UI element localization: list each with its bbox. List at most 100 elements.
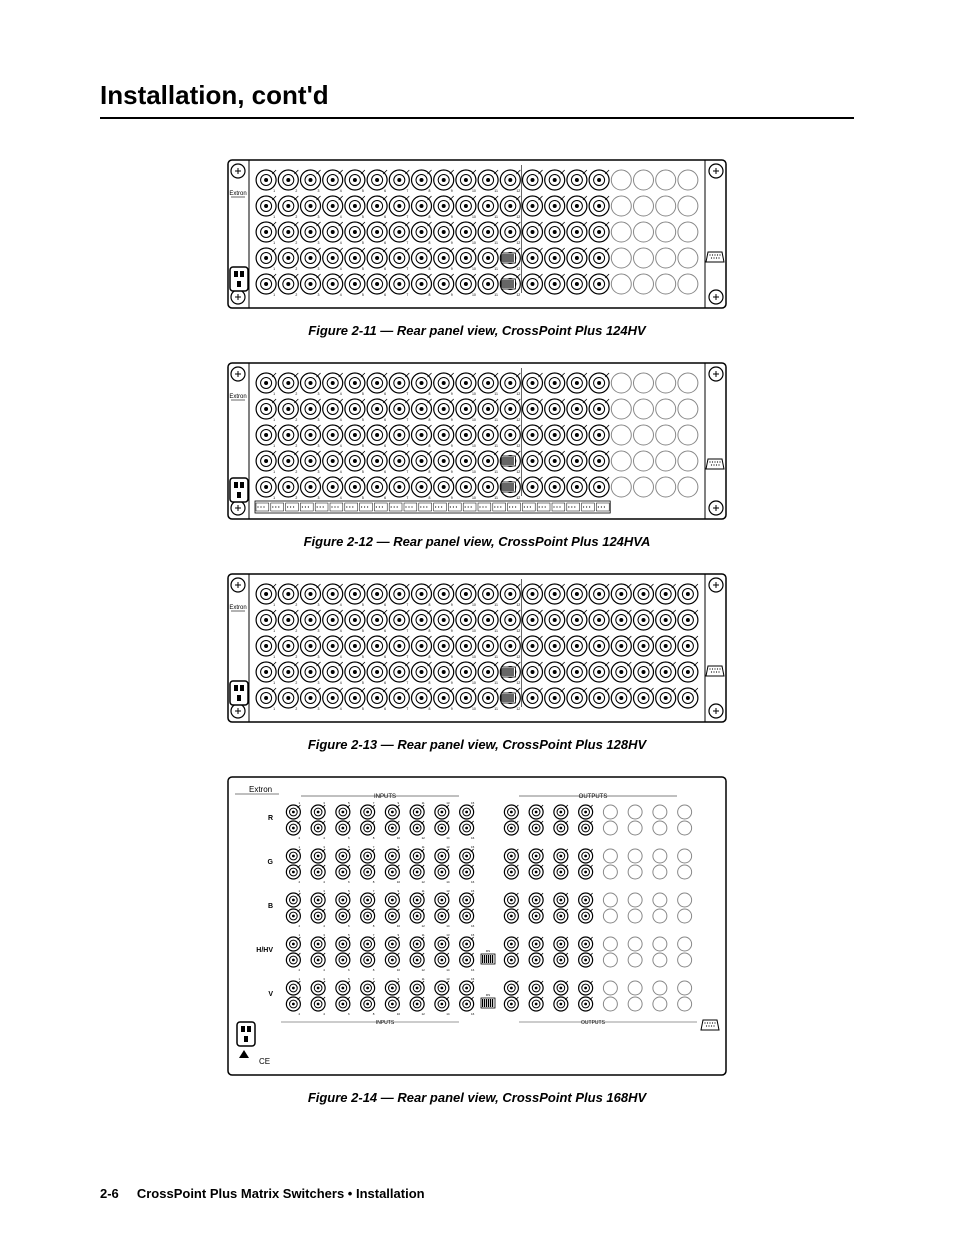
svg-text:7: 7 xyxy=(406,470,408,474)
svg-text:6: 6 xyxy=(384,241,386,245)
svg-text:2: 2 xyxy=(295,470,297,474)
svg-text:8: 8 xyxy=(429,392,431,396)
svg-text:15: 15 xyxy=(471,977,475,981)
svg-text:5: 5 xyxy=(362,629,364,633)
svg-text:2: 2 xyxy=(295,241,297,245)
svg-text:6: 6 xyxy=(384,629,386,633)
svg-text:15: 15 xyxy=(471,845,475,849)
svg-text:1: 1 xyxy=(273,444,275,448)
svg-text:7: 7 xyxy=(406,629,408,633)
svg-text:11: 11 xyxy=(422,801,425,805)
svg-text:1: 1 xyxy=(273,241,275,245)
svg-text:1: 1 xyxy=(273,470,275,474)
svg-text:8: 8 xyxy=(429,267,431,271)
svg-text:11: 11 xyxy=(494,444,498,448)
page-number: 2-6 xyxy=(100,1186,119,1201)
svg-text:3: 3 xyxy=(318,392,320,396)
svg-text:4: 4 xyxy=(340,267,342,271)
svg-text:9: 9 xyxy=(451,603,453,607)
svg-text:6: 6 xyxy=(384,392,386,396)
figure-fig212: Extron1234567891011121234567891011121234… xyxy=(227,362,727,520)
svg-text:12: 12 xyxy=(516,629,520,633)
figure-fig213: Extron1234567891011121234567891011121234… xyxy=(227,573,727,723)
svg-text:5: 5 xyxy=(362,215,364,219)
svg-text:12: 12 xyxy=(516,418,520,422)
svg-text:14: 14 xyxy=(446,968,450,972)
svg-text:11: 11 xyxy=(422,845,425,849)
svg-text:10: 10 xyxy=(472,707,476,711)
svg-text:15: 15 xyxy=(471,889,475,893)
svg-text:2: 2 xyxy=(295,267,297,271)
svg-text:1: 1 xyxy=(273,629,275,633)
svg-text:7: 7 xyxy=(406,293,408,297)
svg-text:8: 8 xyxy=(429,215,431,219)
svg-text:5: 5 xyxy=(362,293,364,297)
svg-text:11: 11 xyxy=(494,681,498,685)
svg-text:4: 4 xyxy=(340,707,342,711)
svg-text:9: 9 xyxy=(451,496,453,500)
svg-text:6: 6 xyxy=(384,189,386,193)
svg-text:12: 12 xyxy=(516,293,520,297)
svg-text:13: 13 xyxy=(446,933,450,937)
svg-text:7: 7 xyxy=(406,189,408,193)
svg-text:12: 12 xyxy=(516,655,520,659)
svg-text:12: 12 xyxy=(516,444,520,448)
svg-text:7: 7 xyxy=(406,241,408,245)
svg-text:4: 4 xyxy=(340,629,342,633)
svg-text:12: 12 xyxy=(421,1012,425,1016)
document-page: Installation, cont'd Extron1234567891011… xyxy=(0,0,954,1235)
svg-text:8: 8 xyxy=(429,496,431,500)
svg-text:3: 3 xyxy=(318,496,320,500)
svg-text:10: 10 xyxy=(472,215,476,219)
svg-text:3: 3 xyxy=(318,603,320,607)
svg-text:7: 7 xyxy=(406,215,408,219)
svg-text:10: 10 xyxy=(472,293,476,297)
svg-text:7: 7 xyxy=(406,496,408,500)
svg-text:2: 2 xyxy=(295,418,297,422)
svg-text:3: 3 xyxy=(318,267,320,271)
svg-text:2: 2 xyxy=(295,655,297,659)
svg-text:15: 15 xyxy=(471,801,475,805)
svg-text:R: R xyxy=(268,815,273,822)
svg-text:6: 6 xyxy=(384,681,386,685)
svg-text:1: 1 xyxy=(273,655,275,659)
svg-text:5: 5 xyxy=(362,655,364,659)
svg-text:12: 12 xyxy=(516,241,520,245)
svg-text:5: 5 xyxy=(362,470,364,474)
svg-text:1: 1 xyxy=(273,189,275,193)
svg-text:6: 6 xyxy=(384,496,386,500)
svg-text:12: 12 xyxy=(421,836,425,840)
svg-text:1: 1 xyxy=(273,215,275,219)
svg-text:10: 10 xyxy=(472,189,476,193)
page-title: Installation, cont'd xyxy=(100,80,854,119)
svg-text:1: 1 xyxy=(273,267,275,271)
figure-caption: Figure 2-12 — Rear panel view, CrossPoin… xyxy=(100,534,854,549)
svg-text:Extron: Extron xyxy=(229,191,246,197)
figure-caption: Figure 2-13 — Rear panel view, CrossPoin… xyxy=(100,737,854,752)
svg-text:14: 14 xyxy=(446,880,450,884)
svg-text:2: 2 xyxy=(295,629,297,633)
svg-text:12: 12 xyxy=(516,470,520,474)
svg-text:11: 11 xyxy=(494,496,498,500)
svg-text:11: 11 xyxy=(494,293,498,297)
svg-text:V: V xyxy=(268,991,273,998)
svg-text:13: 13 xyxy=(446,845,450,849)
svg-text:5: 5 xyxy=(362,603,364,607)
svg-text:2: 2 xyxy=(295,707,297,711)
svg-text:15: 15 xyxy=(471,933,475,937)
svg-text:11: 11 xyxy=(494,267,498,271)
svg-text:2: 2 xyxy=(295,392,297,396)
svg-text:6: 6 xyxy=(384,215,386,219)
svg-text:10: 10 xyxy=(472,496,476,500)
svg-text:6: 6 xyxy=(384,444,386,448)
svg-text:5: 5 xyxy=(362,707,364,711)
svg-text:10: 10 xyxy=(397,1012,401,1016)
svg-text:3: 3 xyxy=(318,189,320,193)
svg-text:11: 11 xyxy=(494,392,498,396)
svg-text:3: 3 xyxy=(318,241,320,245)
svg-text:1: 1 xyxy=(273,392,275,396)
svg-text:11: 11 xyxy=(494,215,498,219)
svg-text:10: 10 xyxy=(472,241,476,245)
svg-text:11: 11 xyxy=(422,977,425,981)
svg-text:1: 1 xyxy=(273,707,275,711)
